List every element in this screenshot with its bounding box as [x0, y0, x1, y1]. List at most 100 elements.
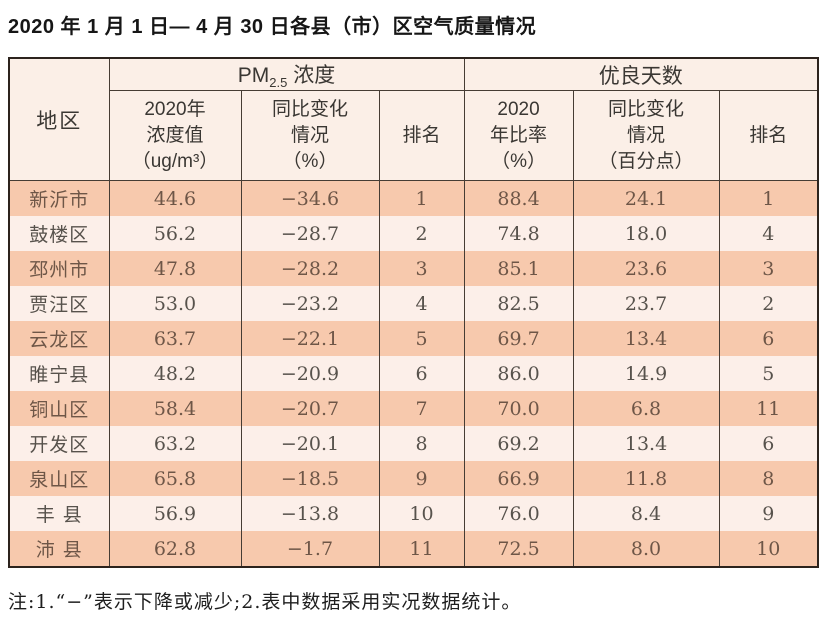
region-cell: 开发区 — [8, 426, 110, 461]
table-header: 地区 PM2.5 浓度 优良天数 2020年 浓度值 （ug/m³） 同比变化 … — [8, 57, 819, 181]
good-ratio-cell: 72.5 — [463, 531, 574, 567]
good-rank-cell: 6 — [718, 321, 819, 356]
good-rank-cell: 4 — [718, 216, 819, 251]
pm25-value-cell: 62.8 — [108, 531, 242, 567]
table-row: 睢宁县 48.2 −20.9 6 86.0 14.9 5 — [8, 356, 819, 391]
pm25-rank-cell: 5 — [378, 321, 465, 356]
page-title: 2020 年 1 月 1 日— 4 月 30 日各县（市）区空气质量情况 — [8, 16, 537, 38]
pm25-label-subscript: 2.5 — [269, 75, 288, 90]
good-change-cell: 13.4 — [572, 321, 720, 356]
good-rank-cell: 8 — [718, 461, 819, 496]
pm25-rank-cell: 8 — [378, 426, 465, 461]
table-row: 鼓楼区 56.2 −28.7 2 74.8 18.0 4 — [8, 216, 819, 251]
pm25-change-cell: −20.9 — [240, 356, 380, 391]
pm25-value-cell: 44.6 — [108, 180, 242, 216]
good-ratio-cell: 85.1 — [463, 251, 574, 286]
air-quality-table: 地区 PM2.5 浓度 优良天数 2020年 浓度值 （ug/m³） 同比变化 … — [8, 57, 820, 568]
good-change-cell: 8.4 — [572, 496, 720, 531]
good-ratio-cell: 86.0 — [463, 356, 574, 391]
footnote: 注:1.“−”表示下降或减少;2.表中数据采用实况数据统计。 — [8, 591, 522, 613]
header-good-change: 同比变化 情况 （百分点） — [572, 90, 720, 181]
pm25-change-cell: −20.7 — [240, 391, 380, 426]
header-pm25-value: 2020年 浓度值 （ug/m³） — [108, 90, 242, 181]
pm25-change-cell: −34.6 — [240, 180, 380, 216]
pm25-rank-cell: 2 — [378, 216, 465, 251]
region-cell: 新沂市 — [8, 180, 110, 216]
good-change-cell: 18.0 — [572, 216, 720, 251]
region-cell: 贾汪区 — [8, 286, 110, 321]
pm25-rank-cell: 4 — [378, 286, 465, 321]
good-rank-cell: 5 — [718, 356, 819, 391]
pm25-change-cell: −18.5 — [240, 461, 380, 496]
header-region: 地区 — [8, 57, 110, 181]
good-rank-cell: 6 — [718, 426, 819, 461]
header-good-ratio: 2020 年比率 （%） — [463, 90, 574, 181]
good-rank-cell: 2 — [718, 286, 819, 321]
good-change-cell: 14.9 — [572, 356, 720, 391]
good-change-cell: 23.6 — [572, 251, 720, 286]
table-row: 丰 县 56.9 −13.8 10 76.0 8.4 9 — [8, 496, 819, 531]
header-pm25-rank: 排名 — [378, 90, 465, 181]
pm25-rank-cell: 3 — [378, 251, 465, 286]
table-row: 云龙区 63.7 −22.1 5 69.7 13.4 6 — [8, 321, 819, 356]
region-cell: 鼓楼区 — [8, 216, 110, 251]
pm25-change-cell: −13.8 — [240, 496, 380, 531]
table-row: 泉山区 65.8 −18.5 9 66.9 11.8 8 — [8, 461, 819, 496]
header-good-rank: 排名 — [718, 90, 819, 181]
good-ratio-cell: 69.7 — [463, 321, 574, 356]
pm25-value-cell: 56.2 — [108, 216, 242, 251]
pm25-rank-cell: 10 — [378, 496, 465, 531]
header-pm25-group: PM2.5 浓度 — [108, 57, 465, 91]
table-row: 新沂市 44.6 −34.6 1 88.4 24.1 1 — [8, 180, 819, 216]
good-ratio-cell: 82.5 — [463, 286, 574, 321]
table-row: 贾汪区 53.0 −23.2 4 82.5 23.7 2 — [8, 286, 819, 321]
good-change-cell: 11.8 — [572, 461, 720, 496]
pm25-rank-cell: 11 — [378, 531, 465, 567]
good-rank-cell: 3 — [718, 251, 819, 286]
region-cell: 泉山区 — [8, 461, 110, 496]
header-group-row: 地区 PM2.5 浓度 优良天数 — [8, 57, 819, 181]
region-cell: 丰 县 — [8, 496, 110, 531]
pm25-change-cell: −22.1 — [240, 321, 380, 356]
pm25-change-cell: −1.7 — [240, 531, 380, 567]
good-rank-cell: 11 — [718, 391, 819, 426]
good-ratio-cell: 74.8 — [463, 216, 574, 251]
pm25-value-cell: 58.4 — [108, 391, 242, 426]
header-sub-row: 2020年 浓度值 （ug/m³） 同比变化 情况 （%） 排名 2020 年比… — [9, 90, 819, 181]
region-cell: 沛 县 — [8, 531, 110, 567]
pm25-value-cell: 63.2 — [108, 426, 242, 461]
good-ratio-cell: 76.0 — [463, 496, 574, 531]
table-row: 铜山区 58.4 −20.7 7 70.0 6.8 11 — [8, 391, 819, 426]
good-change-cell: 13.4 — [572, 426, 720, 461]
good-ratio-cell: 69.2 — [463, 426, 574, 461]
pm25-label-suffix: 浓度 — [287, 64, 336, 87]
pm25-rank-cell: 6 — [378, 356, 465, 391]
region-cell: 铜山区 — [8, 391, 110, 426]
pm25-value-cell: 56.9 — [108, 496, 242, 531]
pm25-value-cell: 65.8 — [108, 461, 242, 496]
good-change-cell: 24.1 — [572, 180, 720, 216]
pm25-change-cell: −23.2 — [240, 286, 380, 321]
header-good-days-group: 优良天数 — [463, 57, 819, 91]
pm25-value-cell: 53.0 — [108, 286, 242, 321]
good-ratio-cell: 66.9 — [463, 461, 574, 496]
good-ratio-cell: 70.0 — [463, 391, 574, 426]
header-pm25-change: 同比变化 情况 （%） — [240, 90, 380, 181]
pm25-change-cell: −28.2 — [240, 251, 380, 286]
good-rank-cell: 1 — [718, 180, 819, 216]
table-row: 开发区 63.2 −20.1 8 69.2 13.4 6 — [8, 426, 819, 461]
table-row: 邳州市 47.8 −28.2 3 85.1 23.6 3 — [8, 251, 819, 286]
good-change-cell: 23.7 — [572, 286, 720, 321]
pm25-rank-cell: 1 — [378, 180, 465, 216]
good-ratio-cell: 88.4 — [463, 180, 574, 216]
pm25-value-cell: 48.2 — [108, 356, 242, 391]
region-cell: 邳州市 — [8, 251, 110, 286]
pm25-label-prefix: PM — [237, 64, 270, 87]
pm25-value-cell: 47.8 — [108, 251, 242, 286]
good-rank-cell: 9 — [718, 496, 819, 531]
table-row: 沛 县 62.8 −1.7 11 72.5 8.0 10 — [8, 531, 819, 567]
table-body: 新沂市 44.6 −34.6 1 88.4 24.1 1 鼓楼区 56.2 −2… — [8, 180, 819, 567]
pm25-value-cell: 63.7 — [108, 321, 242, 356]
region-cell: 云龙区 — [8, 321, 110, 356]
